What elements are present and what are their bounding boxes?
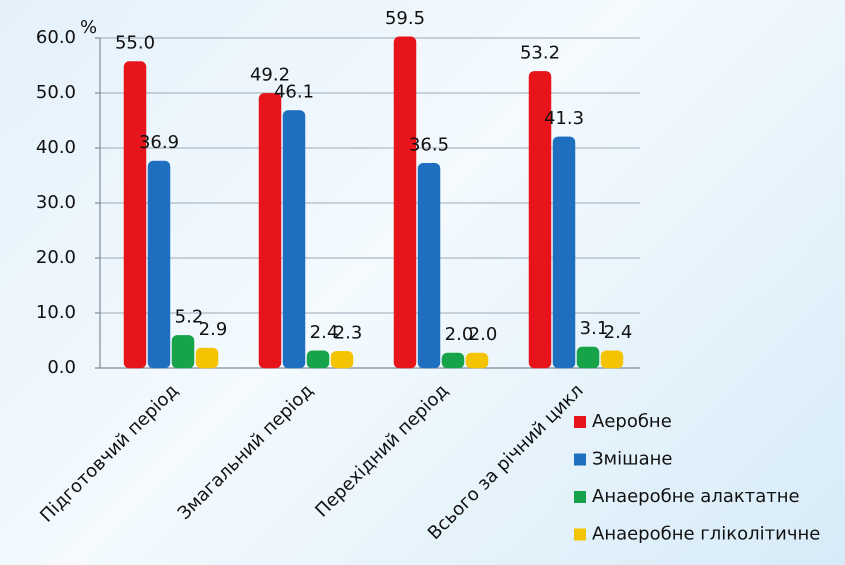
value-label: 59.5 bbox=[385, 8, 425, 29]
bar bbox=[552, 136, 576, 369]
value-label: 5.2 bbox=[175, 306, 204, 327]
value-label: 2.9 bbox=[199, 319, 228, 340]
value-label: 3.1 bbox=[580, 318, 609, 339]
legend-swatch bbox=[574, 453, 586, 466]
y-tick-label: 50.0 bbox=[36, 82, 76, 103]
bar bbox=[465, 352, 489, 369]
bar bbox=[417, 163, 441, 369]
bar bbox=[330, 351, 354, 369]
value-label: 2.0 bbox=[469, 324, 498, 345]
y-tick-label: 40.0 bbox=[36, 137, 76, 158]
x-tick-label: Змагальний період bbox=[174, 380, 318, 524]
bar bbox=[147, 160, 171, 369]
bar bbox=[123, 61, 147, 369]
legend-swatch bbox=[574, 528, 586, 541]
bar bbox=[528, 71, 552, 369]
value-label: 2.4 bbox=[604, 322, 633, 343]
bar bbox=[441, 352, 465, 369]
bar bbox=[600, 350, 624, 369]
value-label: 41.3 bbox=[544, 108, 584, 129]
y-tick-label: 60.0 bbox=[36, 27, 76, 48]
legend-label: Змішане bbox=[592, 449, 672, 470]
x-tick-label: Підготовчий період bbox=[36, 380, 182, 526]
y-tick-label: 0.0 bbox=[47, 357, 76, 378]
x-tick-label: Всього за річний цикл bbox=[424, 380, 588, 544]
value-label: 49.2 bbox=[250, 64, 290, 85]
y-tick-label: 10.0 bbox=[36, 302, 76, 323]
y-tick-label: 20.0 bbox=[36, 247, 76, 268]
value-label: 2.3 bbox=[334, 322, 363, 343]
bar bbox=[258, 93, 282, 369]
bar bbox=[306, 350, 330, 369]
bar bbox=[393, 36, 417, 369]
value-label: 55.0 bbox=[115, 33, 155, 54]
bar bbox=[195, 347, 219, 369]
value-label: 53.2 bbox=[520, 42, 560, 63]
value-label: 36.5 bbox=[409, 134, 449, 155]
bar bbox=[171, 335, 195, 369]
value-label: 2.4 bbox=[310, 322, 339, 343]
bar bbox=[282, 110, 306, 369]
legend-label: Анаеробне алактатне bbox=[592, 486, 800, 507]
value-label: 36.9 bbox=[139, 132, 179, 153]
legend-label: Анаеробне гліколітичне bbox=[592, 524, 820, 545]
legend-swatch bbox=[574, 416, 586, 428]
y-tick-label: 30.0 bbox=[36, 192, 76, 213]
y-axis-unit: % bbox=[80, 17, 97, 38]
value-label: 2.0 bbox=[445, 324, 474, 345]
value-label: 46.1 bbox=[274, 81, 314, 102]
legend-label: Аеробне bbox=[592, 411, 672, 432]
x-tick-label: Перехідний період bbox=[311, 380, 452, 521]
legend-swatch bbox=[574, 491, 586, 503]
bar bbox=[576, 346, 600, 369]
